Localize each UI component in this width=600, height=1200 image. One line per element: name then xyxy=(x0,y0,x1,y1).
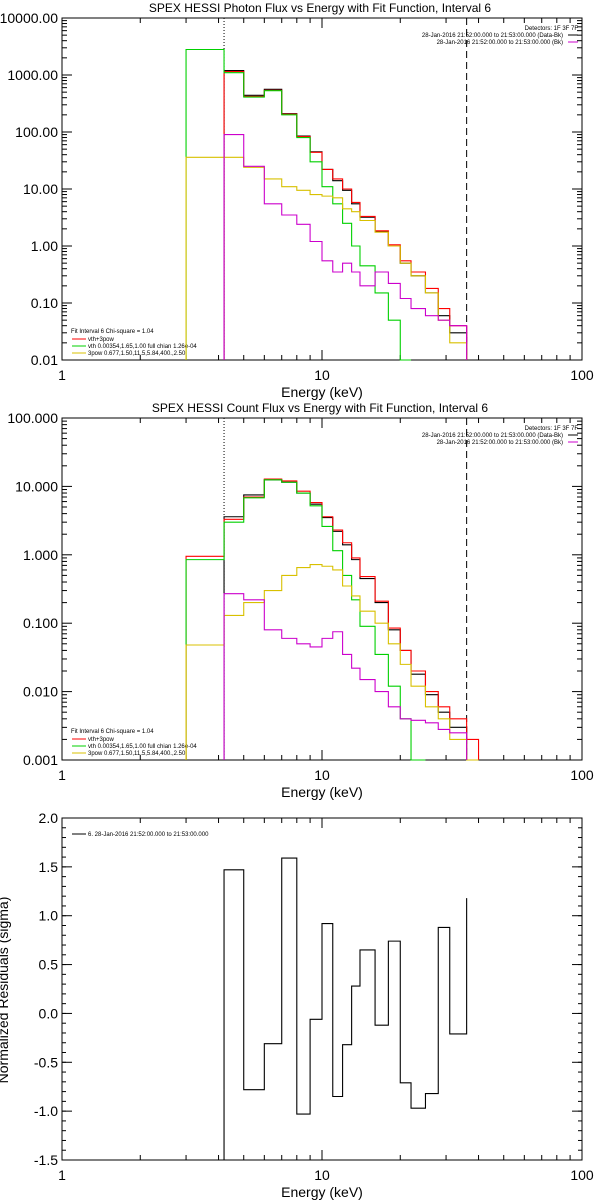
y-tick-label: -1.0 xyxy=(34,1103,58,1119)
panel1-header-databk: 28-Jan-2016 21:52:00.000 to 21:53:00.000… xyxy=(422,33,563,39)
x-tick-label: 10 xyxy=(314,367,330,383)
x-tick-label: 100 xyxy=(570,367,594,383)
panel1-frame xyxy=(61,17,583,361)
panel1-legend-entry-1: vth+3pow xyxy=(88,337,115,343)
panel2-legend-entry-1: vth+3pow xyxy=(88,737,115,743)
x-tick-label: 100 xyxy=(570,767,594,783)
series-vth-3pow-line xyxy=(223,70,468,360)
x-tick-label: 1 xyxy=(58,767,66,783)
panel1-legend-entry-2: vth 0.00354,1.65,1.00 full chian 1.26e-0… xyxy=(88,344,197,350)
y-tick-label: 100.000 xyxy=(7,410,58,426)
panel2-title: SPEX HESSI Count Flux vs Energy with Fit… xyxy=(152,401,488,415)
y-tick-label: 0.100 xyxy=(23,615,58,631)
count-flux-panel: SPEX HESSI Count Flux vs Energy with Fit… xyxy=(7,401,594,800)
y-tick-label: 0.5 xyxy=(39,957,59,973)
panel1-legend-title: Fit Interval 6 Chi-square = 1.04 xyxy=(71,329,154,335)
panel1-xlabel: Energy (keV) xyxy=(281,384,363,400)
panel2-frame xyxy=(61,417,583,761)
panel2-header-detectors: Detectors: 1F 3F 7F xyxy=(525,426,579,432)
x-tick-label: 10 xyxy=(314,767,330,783)
series-data-bk-line xyxy=(223,479,468,760)
panel1-title: SPEX HESSI Photon Flux vs Energy with Fi… xyxy=(149,1,491,15)
x-tick-label: 100 xyxy=(570,1167,594,1183)
series-bk-line xyxy=(223,134,468,360)
y-tick-label: 10.000 xyxy=(15,478,58,494)
series-vth-line xyxy=(185,479,426,761)
panel1-header-bk: 28-Jan-2016 21:52:00.000 to 21:53:00.000… xyxy=(437,40,563,46)
series-bk-line xyxy=(223,593,468,760)
panel2-header-bk: 28-Jan-2016 21:52:00.000 to 21:53:00.000… xyxy=(437,440,563,446)
y-tick-label: 100.00 xyxy=(15,124,58,140)
x-tick-label: 1 xyxy=(58,1167,66,1183)
panel2-plot-area: 1 10 100 100.000 10.000 1.000 0.100 0.010 0.001 xyxy=(7,410,594,783)
panel2-legend-entry-3: 3pow 0.677,1.50,11.5,5.84,400.,2.50 xyxy=(88,751,186,757)
panel3-legend-entry: 6. 28-Jan-2016 21:52:00.000 to 21:53:00.… xyxy=(88,832,209,838)
y-tick-label: -0.5 xyxy=(34,1054,58,1070)
panel2-legend-entry-2: vth 0.00354,1.65,1.00 full chian 1.26e-0… xyxy=(88,744,197,750)
panel3-plot-area: 1 10 100 2.0 1.5 1.0 0.5 0.0 -0.5 -1.0 -1.5 xyxy=(34,810,594,1183)
panel2-header-databk: 28-Jan-2016 21:52:00.000 to 21:53:00.000… xyxy=(422,433,563,439)
panel2-xlabel: Energy (keV) xyxy=(281,784,363,800)
y-tick-label: -1.5 xyxy=(34,1152,58,1168)
series-vth-line xyxy=(185,48,412,361)
y-tick-label: 1.0 xyxy=(39,908,59,924)
residuals-panel: Energy (keV) Normalized Residuals (sigma… xyxy=(0,810,594,1200)
y-tick-label: 0.10 xyxy=(31,295,58,311)
photon-flux-panel: SPEX HESSI Photon Flux vs Energy with Fi… xyxy=(0,1,594,400)
panel1-plot-area: 1 10 100 10000.00 1000.00 100.00 10.00 1.00 0.10… xyxy=(0,10,594,383)
y-tick-label: 1000.00 xyxy=(7,67,58,83)
panel1-header-detectors: Detectors: 1F 3F 7F xyxy=(525,26,579,32)
series-3pow-line xyxy=(185,156,468,360)
x-tick-label: 10 xyxy=(314,1167,330,1183)
series-data-bk-line xyxy=(223,69,468,360)
y-tick-label: 0.01 xyxy=(31,352,58,368)
y-tick-label: 0.010 xyxy=(23,684,58,700)
x-tick-label: 1 xyxy=(58,367,66,383)
panel2-legend-title: Fit Interval 6 Chi-square = 1.04 xyxy=(71,729,154,735)
panel3-ylabel: Normalized Residuals (sigma) xyxy=(0,897,11,1084)
y-tick-label: 1.00 xyxy=(31,238,58,254)
y-tick-label: 1.5 xyxy=(39,859,59,875)
y-tick-label: 0.0 xyxy=(39,1005,59,1021)
panel3-xlabel: Energy (keV) xyxy=(281,1184,363,1200)
series-vth-3pow-line xyxy=(185,478,480,760)
panel1-legend-entry-3: 3pow 0.677,1.50,11.5,5.84,400.,2.50 xyxy=(88,351,186,357)
y-tick-label: 10.00 xyxy=(23,181,58,197)
y-tick-label: 1.000 xyxy=(23,547,58,563)
series-3pow-line xyxy=(185,564,479,761)
y-tick-label: 2.0 xyxy=(39,810,59,826)
y-tick-label: 0.001 xyxy=(23,752,58,768)
y-tick-label: 10000.00 xyxy=(0,10,58,26)
series-residuals-line xyxy=(223,857,468,1160)
